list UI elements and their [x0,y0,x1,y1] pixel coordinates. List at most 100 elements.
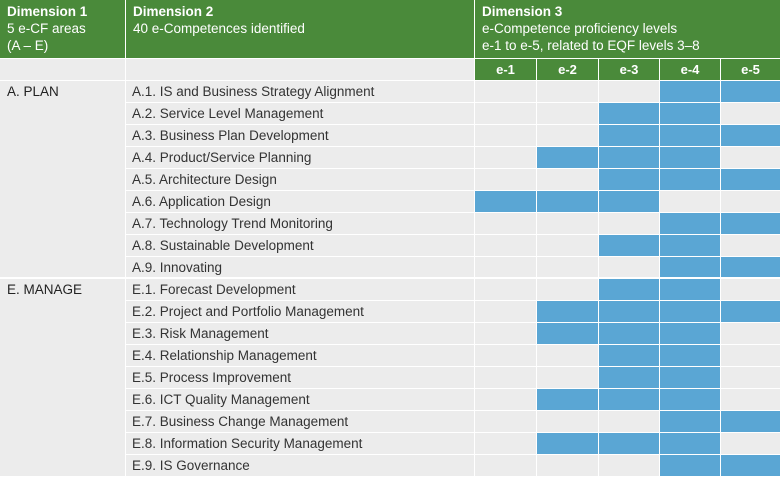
competence-name: E.6. ICT Quality Management [126,389,474,410]
level-cell-e-2-inactive [537,411,598,432]
level-cell-e-5-inactive [721,367,780,388]
level-cell-e-4-active [660,125,720,146]
level-cell-e-1-inactive [475,169,536,190]
level-cell-e-5-active [721,455,780,476]
level-cell-e-3-active [599,103,659,124]
level-cell-e-4-active [660,257,720,278]
level-cell-e-5-inactive [721,389,780,410]
level-cell-e-2-active [537,191,598,212]
level-cell-e-1-inactive [475,367,536,388]
level-cell-e-1-inactive [475,389,536,410]
level-cell-e-4-inactive [660,191,720,212]
level-header-e-4: e-4 [660,59,720,80]
level-cell-e-4-active [660,301,720,322]
level-cell-e-2-inactive [537,367,598,388]
level-cell-e-5-inactive [721,279,780,300]
level-cell-e-4-active [660,213,720,234]
level-cell-e-5-active [721,411,780,432]
level-cell-e-5-inactive [721,323,780,344]
level-cell-e-5-active [721,213,780,234]
level-cell-e-2-inactive [537,455,598,476]
level-cell-e-1-inactive [475,125,536,146]
level-subheader-blank-1 [0,59,125,80]
area-separator [0,277,780,279]
level-cell-e-2-inactive [537,81,598,102]
level-cell-e-5-inactive [721,433,780,454]
dimension-2-line1: 40 e-Competences identified [133,21,305,36]
level-cell-e-2-inactive [537,213,598,234]
level-cell-e-3-active [599,169,659,190]
competence-name: E.5. Process Improvement [126,367,474,388]
level-header-e-1: e-1 [475,59,536,80]
level-cell-e-3-active [599,345,659,366]
level-cell-e-4-active [660,345,720,366]
level-cell-e-5-inactive [721,191,780,212]
level-cell-e-4-active [660,169,720,190]
dimension-1-line2: (A – E) [7,38,49,53]
level-header-e-3: e-3 [599,59,659,80]
level-cell-e-4-active [660,411,720,432]
level-cell-e-5-inactive [721,345,780,366]
level-cell-e-5-inactive [721,235,780,256]
level-cell-e-3-active [599,301,659,322]
competence-name: E.8. Information Security Management [126,433,474,454]
level-cell-e-3-inactive [599,455,659,476]
level-cell-e-2-inactive [537,345,598,366]
level-cell-e-2-inactive [537,103,598,124]
competence-name: E.4. Relationship Management [126,345,474,366]
level-cell-e-3-active [599,147,659,168]
area-cell [0,279,125,476]
competence-name: A.6. Application Design [126,191,474,212]
level-cell-e-2-inactive [537,169,598,190]
dimension-1-header: Dimension 1 5 e-CF areas (A – E) [0,0,125,58]
level-cell-e-4-active [660,279,720,300]
dimension-3-title: Dimension 3 [482,4,563,19]
level-cell-e-4-active [660,433,720,454]
level-cell-e-4-active [660,389,720,410]
dimension-1-line1: 5 e-CF areas [7,21,86,36]
area-label: A. PLAN [7,84,59,99]
level-cell-e-2-active [537,433,598,454]
competence-name: E.2. Project and Portfolio Management [126,301,474,322]
area-cell [0,81,125,278]
competence-name: A.7. Technology Trend Monitoring [126,213,474,234]
level-cell-e-1-inactive [475,81,536,102]
level-cell-e-3-inactive [599,213,659,234]
level-cell-e-1-inactive [475,257,536,278]
level-cell-e-2-inactive [537,279,598,300]
level-cell-e-3-active [599,389,659,410]
level-cell-e-2-active [537,147,598,168]
competence-name: A.5. Architecture Design [126,169,474,190]
competence-name: A.9. Innovating [126,257,474,278]
competence-name: E.7. Business Change Management [126,411,474,432]
level-header-e-5: e-5 [721,59,780,80]
competence-name: A.2. Service Level Management [126,103,474,124]
level-cell-e-2-inactive [537,257,598,278]
level-cell-e-3-inactive [599,81,659,102]
competence-name: E.1. Forecast Development [126,279,474,300]
level-cell-e-4-active [660,455,720,476]
level-cell-e-2-active [537,323,598,344]
level-cell-e-1-inactive [475,455,536,476]
level-cell-e-1-active [475,191,536,212]
level-cell-e-1-inactive [475,147,536,168]
level-cell-e-2-inactive [537,235,598,256]
competence-name: E.3. Risk Management [126,323,474,344]
level-cell-e-1-inactive [475,279,536,300]
area-label: E. MANAGE [7,282,83,297]
level-cell-e-4-active [660,81,720,102]
competence-name: A.1. IS and Business Strategy Alignment [126,81,474,102]
dimension-3-header: Dimension 3 e-Competence proficiency lev… [475,0,780,58]
level-cell-e-3-active [599,367,659,388]
level-cell-e-4-active [660,147,720,168]
competence-name: A.3. Business Plan Development [126,125,474,146]
competence-name: A.4. Product/Service Planning [126,147,474,168]
dimension-1-title: Dimension 1 [7,4,88,19]
level-cell-e-3-active [599,191,659,212]
level-cell-e-3-active [599,433,659,454]
level-cell-e-5-active [721,81,780,102]
level-cell-e-4-active [660,235,720,256]
level-cell-e-5-active [721,301,780,322]
level-cell-e-3-active [599,323,659,344]
level-cell-e-2-active [537,301,598,322]
